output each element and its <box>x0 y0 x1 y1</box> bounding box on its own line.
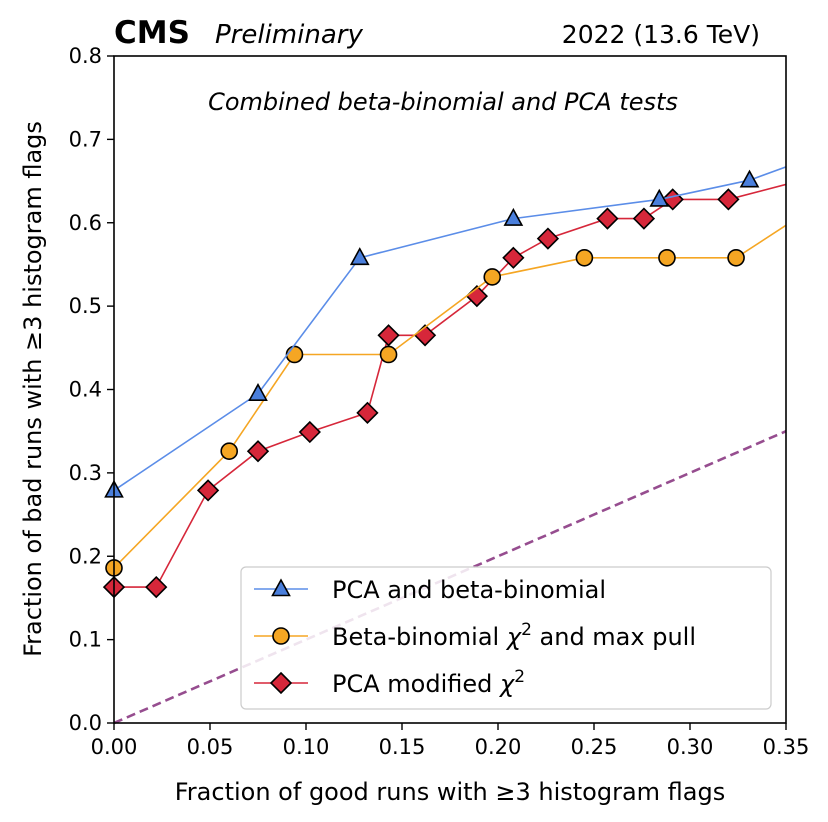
series-1-point-7 <box>727 248 745 267</box>
y-tick-label-5: 0.5 <box>69 294 102 318</box>
series-2-point-14 <box>717 188 740 211</box>
series-2-point-12 <box>632 207 656 230</box>
series-2-point-10 <box>536 227 560 250</box>
x-axis-title: Fraction of good runs with ≥3 histogram … <box>175 778 726 806</box>
series-1-point-2 <box>285 345 304 364</box>
series-1-point-5 <box>575 248 594 267</box>
x-tick-label-0: 0.00 <box>91 735 138 759</box>
series-1-point-3 <box>379 345 398 364</box>
experiment-label: CMS <box>114 15 190 51</box>
legend-label-0: PCA and beta-binomial <box>332 576 606 604</box>
series-1-point-1 <box>220 442 238 460</box>
ticks-layer: 0.00 0.05 0.10 0.15 0.20 0.25 0.30 0.35 0.0 0.1 0.… <box>69 44 810 759</box>
legend-label-2: PCA modified χ2 <box>332 667 525 698</box>
y-tick-label-2: 0.2 <box>69 544 102 568</box>
series-0-point-4 <box>649 188 670 207</box>
series-layer <box>102 166 786 725</box>
series-2-line <box>114 183 786 588</box>
legend-marker-0 <box>271 578 291 597</box>
x-tick-label-3: 0.15 <box>379 735 426 759</box>
y-tick-label-4: 0.4 <box>69 378 102 402</box>
legend-box <box>240 566 772 710</box>
series-2-point-4 <box>298 420 321 444</box>
legend-marker-2 <box>269 671 293 695</box>
x-tick-label-7: 0.35 <box>763 735 810 759</box>
x-tick-label-2: 0.10 <box>283 735 330 759</box>
run-info-label: 2022 (13.6 TeV) <box>562 20 760 49</box>
series-1-point-6 <box>658 248 676 267</box>
x-tick-label-6: 0.30 <box>667 735 714 759</box>
y-tick-label-8: 0.8 <box>69 44 102 68</box>
series-2-point-11 <box>596 207 619 230</box>
series-0-point-5 <box>739 169 760 188</box>
legend-label-1: Beta-binomial χ2 and max pull <box>332 620 696 651</box>
series-2-point-1 <box>145 575 168 599</box>
series-2-point-3 <box>246 440 270 463</box>
y-tick-label-3: 0.3 <box>69 461 102 485</box>
series-2-point-9 <box>502 246 525 269</box>
x-tick-label-1: 0.05 <box>187 735 234 759</box>
y-axis-title: Fraction of bad runs with ≥3 histogram f… <box>19 121 47 657</box>
status-label: Preliminary <box>215 20 363 50</box>
y-tick-label-0: 0.0 <box>69 711 102 735</box>
series-1-point-4 <box>483 268 502 286</box>
legend: PCA and beta-binomial Beta-binomial χ2 an… <box>240 566 772 710</box>
y-tick-label-7: 0.7 <box>69 127 102 151</box>
chart-title: Combined beta-binomial and PCA tests <box>208 88 678 116</box>
series-2-point-2 <box>196 479 220 502</box>
series-2-point-5 <box>356 401 379 424</box>
series-0-line <box>113 166 786 492</box>
series-0-point-2 <box>349 247 370 266</box>
legend-marker-1 <box>272 627 290 645</box>
series-2-point-7 <box>413 324 437 347</box>
y-tick-label-6: 0.6 <box>69 211 102 235</box>
series-0-point-3 <box>503 207 524 226</box>
y-tick-label-1: 0.1 <box>69 628 102 652</box>
x-tick-label-5: 0.25 <box>571 735 618 759</box>
series-0-point-1 <box>248 383 268 401</box>
series-1-line <box>113 224 786 569</box>
series-2-point-6 <box>377 324 400 347</box>
x-tick-label-4: 0.20 <box>475 735 522 759</box>
